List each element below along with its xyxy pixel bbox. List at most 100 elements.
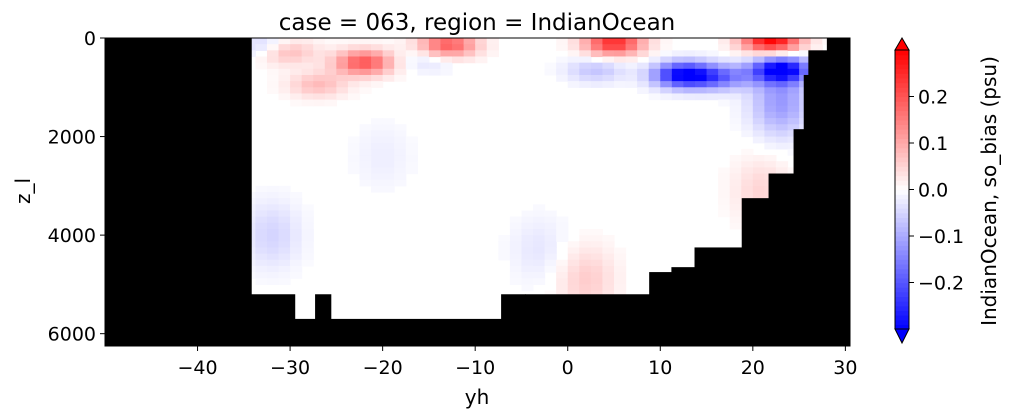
heatmap-cell bbox=[533, 241, 546, 249]
heatmap-cell bbox=[405, 161, 418, 168]
heatmap-cell bbox=[729, 192, 742, 199]
heatmap-cell bbox=[266, 216, 280, 224]
heatmap-cell bbox=[602, 235, 615, 242]
heatmap-cell bbox=[660, 87, 673, 95]
colorbar-step bbox=[895, 138, 909, 144]
heatmap-cell bbox=[729, 198, 742, 205]
heatmap-cell bbox=[764, 62, 777, 70]
heatmap-cell bbox=[359, 50, 372, 58]
heatmap-cell bbox=[567, 290, 580, 298]
heatmap-cell bbox=[752, 155, 765, 162]
land-mask-segment bbox=[793, 129, 805, 346]
heatmap-cell bbox=[718, 99, 731, 107]
heatmap-cell bbox=[579, 68, 592, 76]
heatmap-cell bbox=[729, 173, 742, 181]
heatmap-cell bbox=[602, 241, 615, 249]
heatmap-cell bbox=[278, 222, 291, 230]
heatmap-cell bbox=[775, 81, 789, 88]
heatmap-cell bbox=[544, 222, 557, 230]
colorbar-step bbox=[895, 147, 909, 153]
heatmap-cell bbox=[324, 99, 337, 107]
heatmap-cell bbox=[729, 81, 742, 88]
heatmap-cell bbox=[567, 259, 580, 267]
heatmap-cell bbox=[255, 56, 268, 64]
colorbar-label: IndianOcean, so_bias (psu) bbox=[977, 56, 1001, 326]
heatmap-cell bbox=[452, 38, 465, 45]
heatmap-cell bbox=[278, 235, 291, 242]
heatmap-cell bbox=[764, 167, 777, 175]
heatmap-cell bbox=[301, 93, 314, 101]
heatmap-cell bbox=[602, 247, 615, 255]
heatmap-cell bbox=[556, 44, 569, 51]
heatmap-cell bbox=[278, 56, 291, 64]
heatmap-cell bbox=[278, 278, 291, 285]
colorbar-step bbox=[895, 259, 909, 265]
colorbar-step bbox=[895, 180, 909, 186]
heatmap-cell bbox=[637, 68, 650, 76]
heatmap-cell bbox=[729, 216, 742, 224]
heatmap-cell bbox=[775, 68, 789, 76]
heatmap-cell bbox=[394, 173, 407, 181]
heatmap-cell bbox=[614, 259, 627, 267]
heatmap-cell bbox=[718, 74, 731, 82]
heatmap-cell bbox=[671, 87, 685, 95]
heatmap-cell bbox=[787, 62, 800, 70]
heatmap-cell bbox=[590, 68, 604, 76]
heatmap-cell bbox=[787, 44, 800, 51]
heatmap-cell bbox=[301, 216, 314, 224]
heatmap-cell bbox=[313, 81, 326, 88]
heatmap-cell bbox=[394, 68, 407, 76]
heatmap-cell bbox=[706, 62, 719, 70]
heatmap-cell bbox=[347, 50, 361, 58]
heatmap-cell bbox=[313, 38, 326, 45]
heatmap-cell bbox=[255, 210, 268, 218]
heatmap-cell bbox=[359, 148, 372, 156]
heatmap-cell bbox=[533, 204, 546, 212]
heatmap-cell bbox=[694, 87, 708, 95]
heatmap-cell bbox=[787, 68, 800, 76]
heatmap-cell bbox=[625, 74, 638, 82]
colorbar-step bbox=[895, 175, 909, 181]
heatmap-cell bbox=[694, 74, 708, 82]
heatmap-cell bbox=[764, 105, 777, 113]
heatmap-cell bbox=[590, 278, 604, 285]
heatmap-cell bbox=[463, 50, 476, 58]
heatmap-cell bbox=[729, 222, 742, 230]
colorbar-step bbox=[895, 287, 909, 293]
heatmap-cell bbox=[371, 118, 384, 125]
colorbar-step bbox=[895, 273, 909, 279]
heatmap-cell bbox=[255, 253, 268, 261]
heatmap-cell bbox=[718, 62, 731, 70]
colorbar-step bbox=[895, 301, 909, 307]
heatmap-cell bbox=[741, 68, 754, 76]
heatmap-cell bbox=[775, 87, 789, 95]
plot-frame bbox=[104, 37, 851, 347]
heatmap-cell bbox=[301, 210, 314, 218]
colorbar-step bbox=[895, 184, 909, 191]
heatmap-cell bbox=[382, 38, 395, 45]
heatmap-cell bbox=[648, 44, 661, 51]
heatmap-cell bbox=[567, 284, 580, 292]
x-tick-label: −30 bbox=[270, 357, 310, 379]
heatmap-cell bbox=[255, 204, 268, 212]
heatmap-cell bbox=[452, 44, 465, 51]
heatmap-cell bbox=[405, 50, 418, 58]
heatmap-cell bbox=[509, 216, 523, 224]
heatmap-cell bbox=[648, 56, 661, 64]
heatmap-cell bbox=[255, 44, 268, 51]
heatmap-cell bbox=[301, 259, 314, 267]
heatmap-cell bbox=[602, 56, 615, 64]
colorbar-step bbox=[895, 152, 909, 158]
heatmap-cell bbox=[521, 222, 534, 230]
colorbar: −0.2 −0.1 0.0 0.1 0.2 IndianOcean, so_bias (… bbox=[894, 37, 1001, 345]
heatmap-cell bbox=[475, 56, 488, 64]
heatmap-cell bbox=[764, 136, 777, 144]
heatmap-cell bbox=[614, 81, 627, 88]
heatmap-cell bbox=[764, 38, 777, 45]
heatmap-cell bbox=[567, 68, 580, 76]
heatmap-cell bbox=[648, 93, 661, 101]
heatmap-cell bbox=[359, 136, 372, 144]
heatmap-cell bbox=[590, 81, 604, 88]
heatmap-cell bbox=[266, 38, 280, 45]
heatmap-cell bbox=[764, 68, 777, 76]
